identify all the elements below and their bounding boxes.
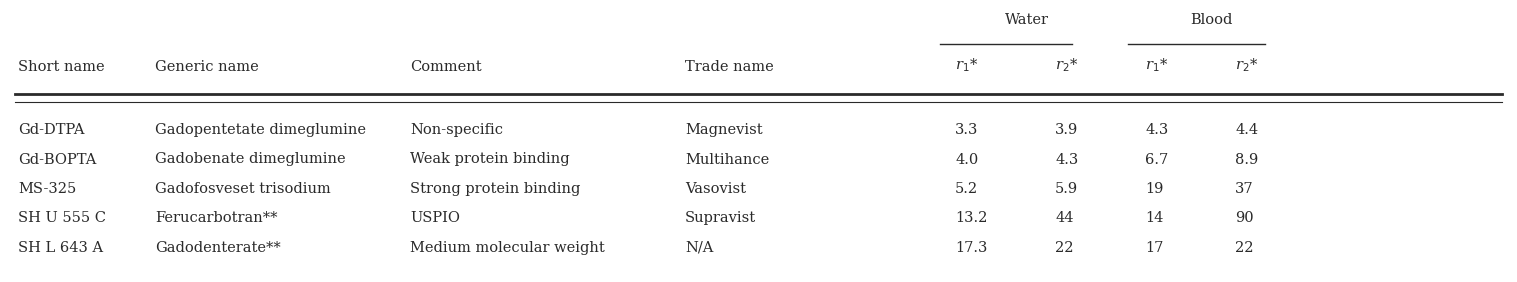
Text: 8.9: 8.9 xyxy=(1235,153,1258,166)
Text: 3.9: 3.9 xyxy=(1054,123,1079,137)
Text: 5.9: 5.9 xyxy=(1054,182,1079,196)
Text: Gadofosveset trisodium: Gadofosveset trisodium xyxy=(155,182,331,196)
Text: Vasovist: Vasovist xyxy=(686,182,746,196)
Text: 22: 22 xyxy=(1235,241,1253,255)
Text: Magnevist: Magnevist xyxy=(686,123,763,137)
Text: 13.2: 13.2 xyxy=(956,212,988,226)
Text: SH L 643 A: SH L 643 A xyxy=(18,241,103,255)
Text: 14: 14 xyxy=(1145,212,1164,226)
Text: 3.3: 3.3 xyxy=(956,123,978,137)
Text: SH U 555 C: SH U 555 C xyxy=(18,212,106,226)
Text: Multihance: Multihance xyxy=(686,153,769,166)
Text: r$_1$*: r$_1$* xyxy=(956,56,978,74)
Text: 37: 37 xyxy=(1235,182,1253,196)
Text: 44: 44 xyxy=(1054,212,1074,226)
Text: Supravist: Supravist xyxy=(686,212,755,226)
Text: 17.3: 17.3 xyxy=(956,241,988,255)
Text: Gadodenterate**: Gadodenterate** xyxy=(155,241,281,255)
Text: Non-specific: Non-specific xyxy=(410,123,504,137)
Text: 19: 19 xyxy=(1145,182,1164,196)
Text: Blood: Blood xyxy=(1189,13,1232,27)
Text: 5.2: 5.2 xyxy=(956,182,978,196)
Text: USPIO: USPIO xyxy=(410,212,460,226)
Text: MS-325: MS-325 xyxy=(18,182,76,196)
Text: Gd-BOPTA: Gd-BOPTA xyxy=(18,153,97,166)
Text: Trade name: Trade name xyxy=(686,60,774,74)
Text: Strong protein binding: Strong protein binding xyxy=(410,182,581,196)
Text: Generic name: Generic name xyxy=(155,60,259,74)
Text: 4.4: 4.4 xyxy=(1235,123,1258,137)
Text: r$_1$*: r$_1$* xyxy=(1145,56,1168,74)
Text: r$_2$*: r$_2$* xyxy=(1235,56,1258,74)
Text: r$_2$*: r$_2$* xyxy=(1054,56,1079,74)
Text: Gadobenate dimeglumine: Gadobenate dimeglumine xyxy=(155,153,346,166)
Text: Gadopentetate dimeglumine: Gadopentetate dimeglumine xyxy=(155,123,366,137)
Text: N/A: N/A xyxy=(686,241,713,255)
Text: Water: Water xyxy=(1004,13,1048,27)
Text: Comment: Comment xyxy=(410,60,481,74)
Text: 4.3: 4.3 xyxy=(1145,123,1168,137)
Text: Ferucarbotran**: Ferucarbotran** xyxy=(155,212,278,226)
Text: 90: 90 xyxy=(1235,212,1253,226)
Text: Short name: Short name xyxy=(18,60,105,74)
Text: Weak protein binding: Weak protein binding xyxy=(410,153,569,166)
Text: 4.3: 4.3 xyxy=(1054,153,1079,166)
Text: 4.0: 4.0 xyxy=(956,153,978,166)
Text: Gd-DTPA: Gd-DTPA xyxy=(18,123,85,137)
Text: Medium molecular weight: Medium molecular weight xyxy=(410,241,605,255)
Text: 22: 22 xyxy=(1054,241,1074,255)
Text: 17: 17 xyxy=(1145,241,1164,255)
Text: 6.7: 6.7 xyxy=(1145,153,1168,166)
